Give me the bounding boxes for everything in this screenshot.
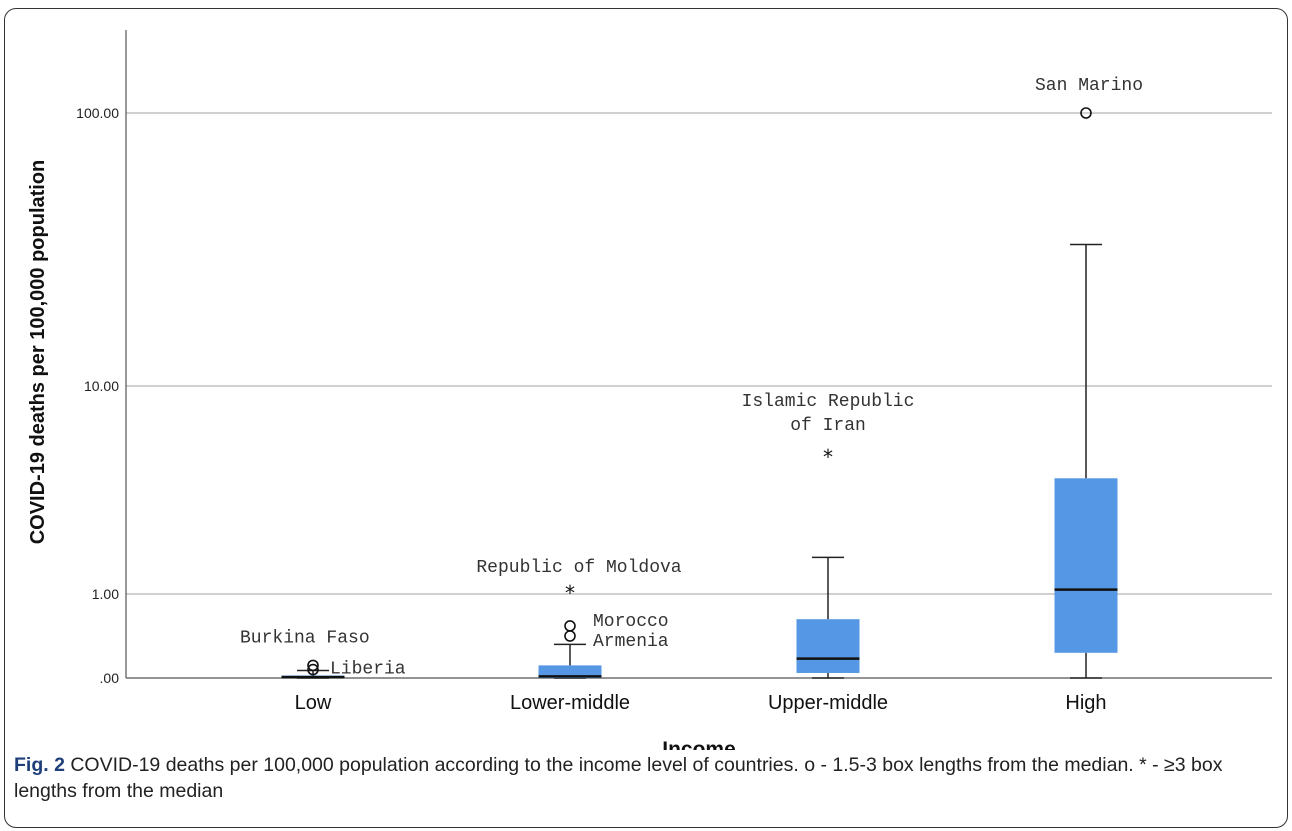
y-tick-label: 100.00 (76, 105, 119, 121)
box-upper-middle (796, 556, 860, 679)
outlier-label: Republic of Moldova (476, 558, 681, 578)
outlier-liberia: Liberia (307, 660, 406, 680)
outlier-circle-marker (564, 620, 576, 632)
outlier-star-marker: * (565, 581, 575, 605)
outlier-label: Morocco (593, 612, 669, 632)
outlier-armenia: Armenia (564, 630, 669, 652)
outlier-morocco: Morocco (564, 612, 669, 632)
outlier-label: Liberia (330, 660, 406, 680)
y-tick-labels: .00 1.00 10.00 100.00 (76, 105, 119, 686)
x-tick-label: Low (295, 692, 332, 714)
outlier-label: Islamic Republic of Iran (742, 392, 915, 436)
box-lower-middle (538, 643, 602, 679)
outlier-san-marino: San Marino (1035, 76, 1143, 119)
x-tick-label: Upper-middle (768, 692, 888, 714)
outlier-islamic-republic-of-iran: * Islamic Republic of Iran (742, 392, 915, 469)
box-high (1054, 243, 1118, 679)
y-tick-label: .00 (100, 670, 120, 686)
boxes (281, 243, 1118, 679)
caption-text: COVID-19 deaths per 100,000 population a… (14, 754, 1223, 802)
y-axis-title: COVID-19 deaths per 100,000 population (27, 160, 49, 545)
outlier-star-marker: * (823, 445, 833, 469)
y-tick-label: 1.00 (92, 586, 119, 602)
outlier-burkina-faso: Burkina Faso (240, 628, 370, 672)
iqr-box (1054, 478, 1118, 653)
outlier-republic-of-moldova: * Republic of Moldova (476, 558, 681, 605)
x-tick-label: High (1065, 692, 1106, 714)
boxplot-chart: .00 1.00 10.00 100.00 Low Lower-middle Upper-… (27, 30, 1272, 750)
x-tick-label: Lower-middle (510, 692, 630, 714)
outliers: Burkina Faso Liberia * Republic of Moldova M… (240, 76, 1143, 680)
iqr-box (538, 665, 602, 678)
outlier-circle-marker (1080, 107, 1092, 119)
outlier-circle-marker (564, 630, 576, 642)
outlier-circle-marker (307, 663, 319, 676)
outlier-label: Armenia (593, 632, 669, 652)
x-tick-labels: Low Lower-middle Upper-middle High (295, 692, 1107, 714)
figure-caption: Fig. 2 COVID-19 deaths per 100,000 popul… (14, 752, 1276, 804)
iqr-box (796, 619, 860, 673)
figure-label: Fig. 2 (14, 754, 65, 776)
figure-frame (4, 8, 1288, 828)
outlier-label: Burkina Faso (240, 628, 370, 648)
y-tick-label: 10.00 (84, 378, 119, 394)
outlier-circle-marker (307, 659, 319, 672)
outlier-label: San Marino (1035, 76, 1143, 96)
x-axis-title: Income (662, 738, 736, 750)
